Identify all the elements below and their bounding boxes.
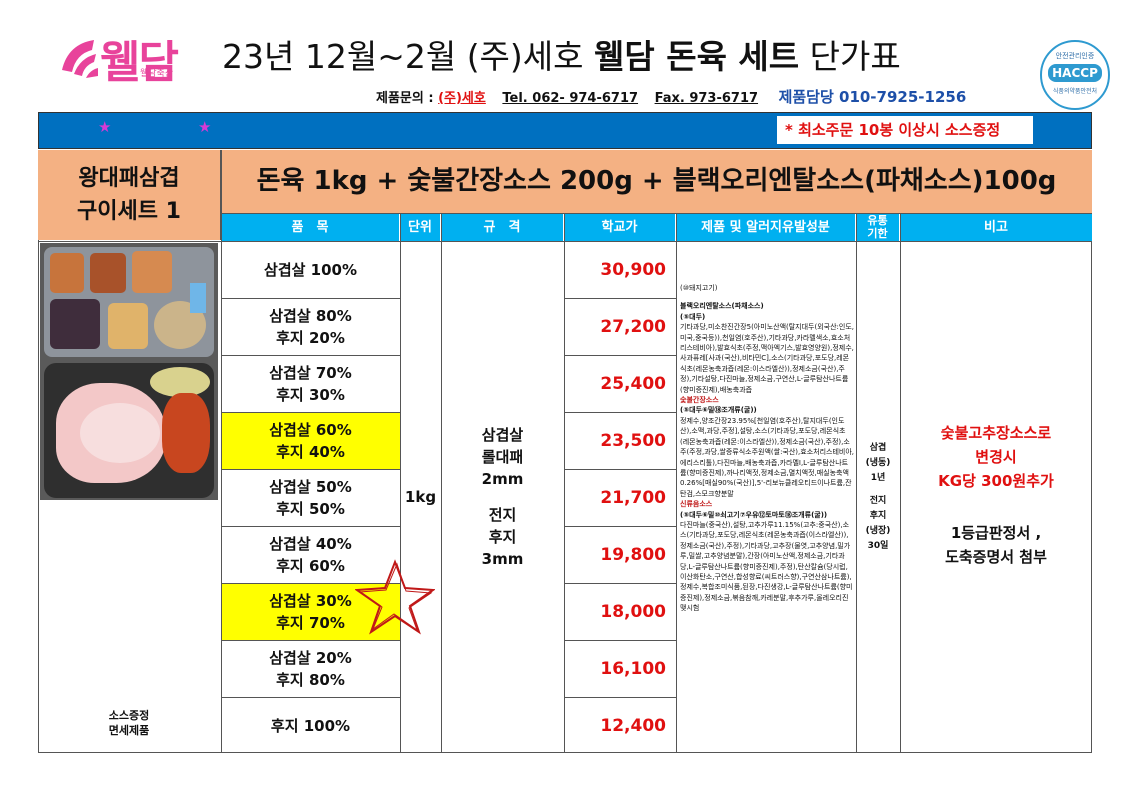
unit-value: 1kg: [404, 488, 437, 506]
divider: [856, 213, 857, 753]
product-name: 삼겹살 100%: [221, 241, 400, 298]
divider: [676, 213, 677, 753]
column-header-price: 학교가: [564, 213, 676, 241]
column-header-spec: 규 격: [441, 213, 564, 241]
contact-company: (주)세호: [438, 91, 486, 106]
logo-wordmark: 웰담: [100, 37, 179, 88]
remarks: 숯불고추장소스로 변경시 KG당 300원추가 1등급판정서 , 도축증명서 첨부: [900, 241, 1092, 753]
product-name-highlighted: 삼겹살 60% 후지 40%: [221, 412, 400, 469]
price: 21,700: [564, 469, 676, 526]
price: 25,400: [564, 355, 676, 412]
contact-tel: Tel. 062- 974-6717: [502, 91, 639, 106]
haccp-top-text: 안전관리인증: [1055, 52, 1095, 60]
column-header-product: 품 목: [221, 213, 400, 241]
price: 18,000: [564, 583, 676, 640]
logo-subtext: 웰담축산: [140, 69, 174, 79]
contact-line: 제품문의 : (주)세호 Tel. 062- 974-6717 Fax. 973…: [376, 86, 966, 107]
divider: [38, 241, 1092, 242]
product-name: 삼겹살 80% 후지 20%: [221, 298, 400, 355]
haccp-badge: 안전관리인증 HACCP 식품의약품안전처: [1040, 40, 1110, 110]
price: 23,500: [564, 412, 676, 469]
haccp-mark: HACCP: [1048, 64, 1102, 82]
haccp-bottom-text: 식품의약품안전처: [1052, 88, 1098, 95]
star-icon: ★: [198, 118, 212, 136]
divider: [221, 213, 1092, 214]
product-name-highlighted: 삼겹살 30% 후지 70%: [221, 583, 400, 640]
star-icon: ★: [98, 118, 112, 136]
column-header-unit: 단위: [400, 213, 441, 241]
sauce-gift-note: 소스증정 면세제품: [108, 709, 150, 737]
divider: [441, 213, 442, 753]
contact-fax: Fax. 973-6717: [654, 91, 759, 106]
product-name: 삼겹살 70% 후지 30%: [221, 355, 400, 412]
product-name: 삼겹살 50% 후지 50%: [221, 469, 400, 526]
price: 27,200: [564, 298, 676, 355]
spec-value: 삼겹살 롤대패 2mm 전지 후지 3mm: [481, 426, 524, 568]
shelf-life: 삼겹 (냉동) 1년 전지 후지 (냉장) 30일: [865, 442, 891, 551]
price: 30,900: [564, 241, 676, 298]
divider: [564, 213, 565, 753]
divider: [400, 213, 401, 753]
certificate-note: 1등급판정서 , 도축증명서 첨부: [945, 524, 1047, 566]
hand-drawn-star-icon: [355, 559, 435, 635]
column-header-shelf-life: 유통 기한: [856, 213, 900, 241]
price: 16,100: [564, 640, 676, 697]
price: 19,800: [564, 526, 676, 583]
column-header-ingredients: 제품 및 알러지유발성분: [676, 213, 856, 241]
divider: [900, 213, 901, 753]
product-photo: [40, 243, 218, 500]
product-name: 삼겹살 40% 후지 60%: [221, 526, 400, 583]
set-composition: 돈육 1kg + 숯불간장소스 200g + 블랙오리엔탈소스(파채소스)100…: [221, 150, 1092, 213]
product-name: 후지 100%: [221, 697, 400, 753]
product-name: 삼겹살 20% 후지 80%: [221, 640, 400, 697]
contact-label: 제품문의 :: [376, 91, 439, 106]
page-title: 23년 12월~2월 (주)세호 웰담 돈육 세트 단가표: [222, 37, 901, 76]
set-name: 왕대패삼겹 구이세트 1: [38, 150, 221, 240]
minimum-order-notice: * 최소주문 10봉 이상시 소스증정: [777, 116, 1033, 144]
ingredients-allergens: (⑩돼지고기) 블랙오리엔탈소스(파채소스) (⑤대두) 기타과당,미소찬진간장…: [680, 284, 855, 613]
contact-manager: 제품담당 010-7925-1256: [778, 88, 967, 106]
logo-mark: [62, 40, 98, 78]
price: 12,400: [564, 697, 676, 753]
sauce-change-note: 숯불고추장소스로 변경시 KG당 300원추가: [938, 424, 1054, 490]
column-header-remarks: 비고: [900, 213, 1092, 241]
divider: [221, 150, 222, 753]
